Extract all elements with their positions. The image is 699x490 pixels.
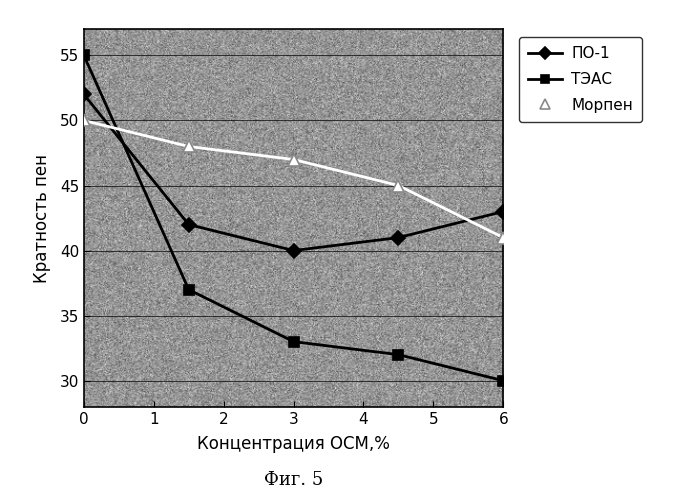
ТЭАС	[80, 52, 88, 58]
ПО-1	[499, 209, 507, 215]
ПО-1	[394, 235, 403, 241]
ПО-1	[80, 92, 88, 98]
ТЭАС	[394, 352, 403, 358]
X-axis label: Концентрация ОСМ,%: Концентрация ОСМ,%	[197, 435, 390, 453]
Морпен	[394, 183, 403, 189]
Морпен	[499, 235, 507, 241]
Line: Морпен: Морпен	[78, 115, 509, 243]
ТЭАС	[499, 378, 507, 384]
Морпен	[289, 157, 298, 163]
ТЭАС	[185, 287, 193, 293]
Line: ПО-1: ПО-1	[79, 90, 508, 255]
ПО-1	[185, 221, 193, 227]
Line: ТЭАС: ТЭАС	[79, 50, 508, 386]
Text: Фиг. 5: Фиг. 5	[264, 471, 323, 489]
ПО-1	[289, 247, 298, 253]
Legend: ПО-1, ТЭАС, Морпен: ПО-1, ТЭАС, Морпен	[519, 37, 642, 122]
ТЭАС	[289, 339, 298, 344]
Морпен	[80, 118, 88, 123]
Y-axis label: Кратность пен: Кратность пен	[34, 153, 51, 283]
Морпен	[185, 144, 193, 149]
